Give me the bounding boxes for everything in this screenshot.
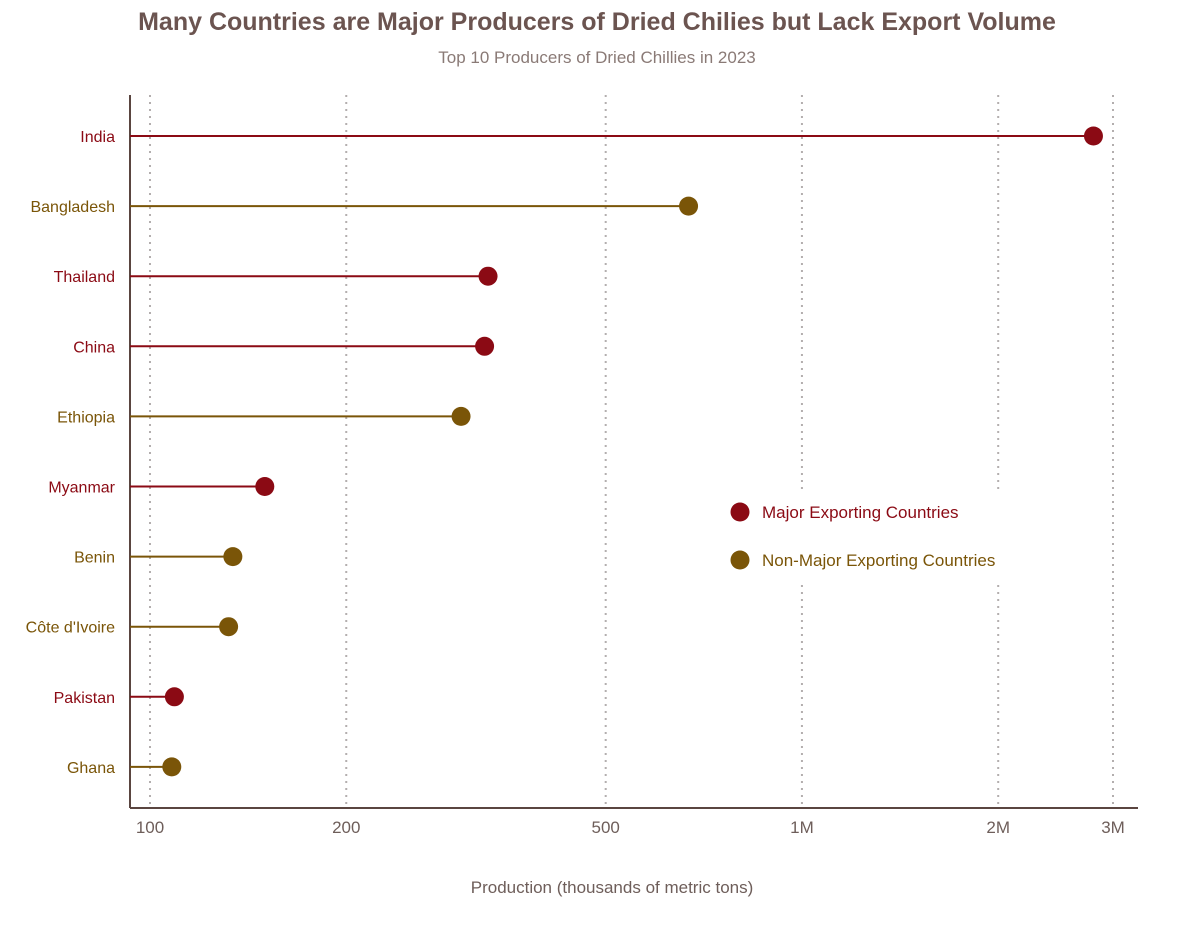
x-tick-label: 1M — [790, 818, 814, 837]
lollipop-dot — [223, 547, 243, 567]
lollipop-dot — [478, 266, 498, 286]
chart-title: Many Countries are Major Producers of Dr… — [138, 8, 1056, 36]
lollipop-dot — [162, 757, 182, 777]
axes — [129, 95, 1138, 809]
legend-label: Major Exporting Countries — [762, 503, 959, 522]
legend-marker — [730, 550, 750, 570]
lollipop-dot — [1083, 126, 1103, 146]
category-label: Myanmar — [48, 480, 115, 497]
legend-background — [718, 490, 1040, 582]
x-tick-label: 200 — [332, 818, 360, 837]
x-axis-label: Production (thousands of metric tons) — [471, 878, 754, 897]
lollipop-dot — [164, 687, 184, 707]
stems — [130, 135, 1094, 768]
x-tick-label: 2M — [986, 818, 1010, 837]
legend-label: Non-Major Exporting Countries — [762, 551, 995, 570]
x-tick-label: 500 — [592, 818, 620, 837]
category-label: Thailand — [54, 269, 115, 286]
lollipop-dot — [475, 336, 495, 356]
dots — [162, 126, 1103, 777]
category-label: Ethiopia — [57, 409, 115, 426]
category-label: Pakistan — [54, 690, 115, 707]
category-label: Côte d'Ivoire — [26, 620, 115, 637]
lollipop-dot — [679, 196, 699, 216]
lollipop-dot — [255, 477, 275, 496]
x-tick-label: 100 — [136, 818, 164, 837]
lollipop-dot — [219, 617, 239, 637]
category-label: Bangladesh — [30, 199, 115, 216]
category-label: Benin — [74, 550, 115, 567]
category-label: Ghana — [67, 760, 115, 777]
category-labels: India Bangladesh Thailand China Ethiopia Myan… — [26, 129, 116, 777]
legend-marker — [730, 502, 750, 522]
category-label: India — [80, 129, 115, 146]
gridlines — [149, 95, 1114, 806]
x-tick-labels: 100 200 500 1M 2M 3M — [136, 818, 1125, 837]
lollipop-dot — [451, 406, 471, 426]
legend: Major Exporting Countries Non-Major Expor… — [730, 502, 995, 570]
chart-subtitle: Top 10 Producers of Dried Chillies in 20… — [438, 48, 756, 67]
category-label: China — [73, 339, 115, 356]
x-tick-label: 3M — [1101, 818, 1125, 837]
